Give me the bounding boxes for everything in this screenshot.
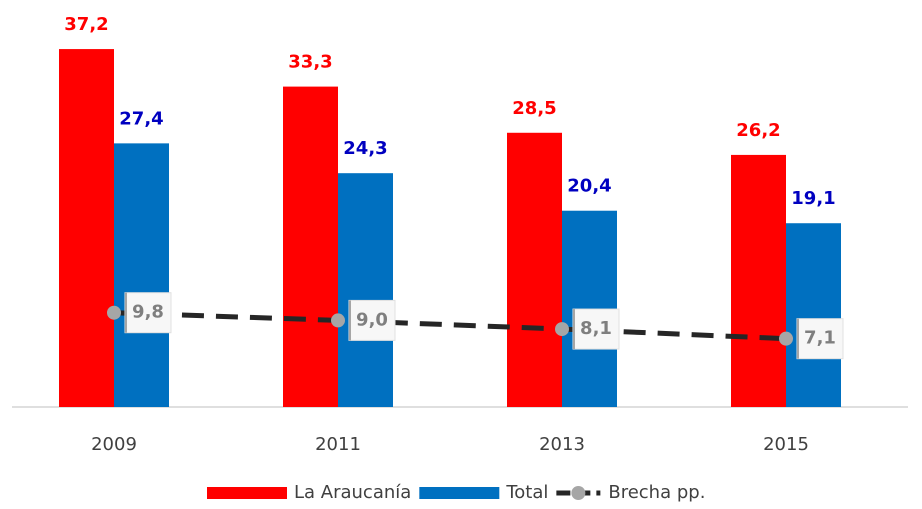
legend-swatch <box>207 487 287 499</box>
data-label: 8,1 <box>580 318 612 339</box>
data-label: 27,4 <box>119 108 163 129</box>
data-label: 26,2 <box>736 120 780 141</box>
data-label: 9,0 <box>356 309 388 330</box>
line-marker <box>555 322 569 337</box>
data-label: 24,3 <box>343 138 387 159</box>
data-label: 7,1 <box>804 328 836 349</box>
bar <box>507 132 562 407</box>
line-marker <box>331 313 345 328</box>
label-box <box>124 292 172 334</box>
data-label: 37,2 <box>64 14 108 35</box>
line-marker <box>779 331 793 346</box>
legend-swatch <box>419 487 500 499</box>
bar <box>786 223 841 407</box>
x-tick-label: 2015 <box>763 434 809 455</box>
legend-label: La Araucanía <box>294 482 411 503</box>
bar <box>338 173 393 407</box>
data-label: 28,5 <box>512 98 556 119</box>
legend-label: Brecha pp. <box>608 482 705 503</box>
bar <box>59 49 114 407</box>
line-marker <box>107 305 121 320</box>
data-label: 19,1 <box>791 188 835 209</box>
x-tick-label: 2009 <box>91 434 137 455</box>
legend-label: Total <box>505 482 548 503</box>
data-label: 20,4 <box>567 176 611 197</box>
data-label: 33,3 <box>288 52 332 73</box>
bar <box>731 154 786 407</box>
line <box>113 310 787 342</box>
x-tick-label: 2011 <box>315 434 361 455</box>
bar <box>283 86 338 408</box>
x-tick-label: 2013 <box>539 434 585 455</box>
legend-marker <box>571 486 586 500</box>
bar <box>114 143 169 407</box>
label-box <box>572 308 620 350</box>
data-label: 9,8 <box>132 302 164 323</box>
